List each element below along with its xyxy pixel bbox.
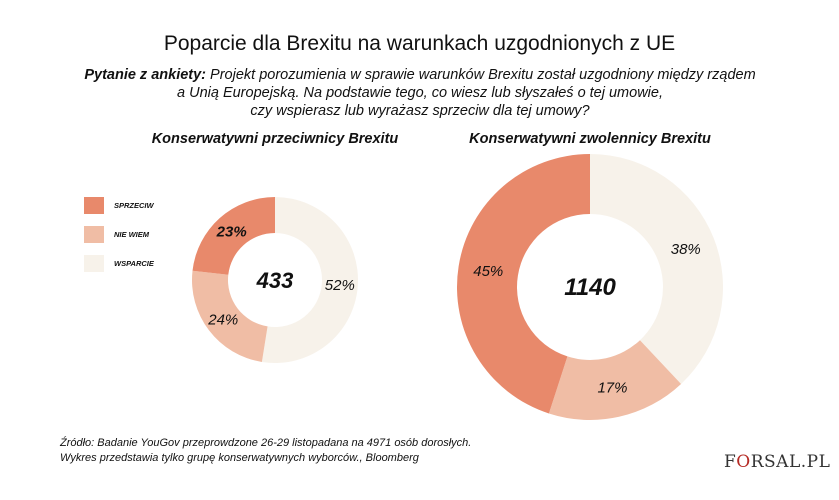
source-note: Źródło: Badanie YouGov przeprowdzone 26-… — [60, 436, 471, 466]
slice-label: 17% — [597, 380, 627, 397]
legend-label: SPRZECIW — [114, 201, 154, 210]
slice-label: 45% — [473, 263, 503, 280]
legend-label: WSPARCIE — [114, 259, 154, 268]
legend: SPRZECIW NIE WIEM WSPARCIE — [84, 193, 154, 280]
slice-label: 24% — [207, 311, 238, 328]
legend-item-sprzeciw: SPRZECIW — [84, 193, 154, 218]
legend-item-nie-wiem: NIE WIEM — [84, 222, 154, 247]
slice-label: 38% — [671, 241, 701, 258]
legend-item-wsparcie: WSPARCIE — [84, 251, 154, 276]
forsal-logo: FORSAL.PL — [724, 452, 831, 472]
center-label: 433 — [256, 268, 294, 293]
question-label: Pytanie z ankiety: — [84, 67, 207, 83]
center-label: 1140 — [564, 274, 616, 301]
donut-slice-wsparcie — [590, 154, 724, 384]
legend-swatch — [84, 226, 104, 243]
donut-slice-wsparcie — [261, 197, 359, 363]
source-line-2: Wykres przedstawia tylko grupę konserwat… — [60, 452, 419, 464]
donut-slice-nie-wiem — [548, 340, 682, 420]
slice-label: 23% — [216, 224, 247, 241]
donut-slice-sprzeciw — [456, 154, 590, 414]
left-chart-title: Konserwatywni przeciwnicy Brexitu — [151, 131, 399, 147]
donut-slice-sprzeciw — [192, 197, 275, 275]
slice-label: 52% — [325, 277, 355, 294]
question-line-1: Projekt porozumienia w sprawie warunków … — [206, 67, 756, 83]
legend-swatch — [84, 255, 104, 272]
donut-slice-nie-wiem — [191, 270, 268, 362]
right-chart-title: Konserwatywni zwolennicy Brexitu — [469, 131, 711, 147]
survey-question: Pytanie z ankiety: Projekt porozumienia … — [80, 66, 760, 120]
question-line-2: a Unią Europejską. Na podstawie tego, co… — [177, 85, 663, 101]
legend-swatch — [84, 197, 104, 214]
question-line-3: czy wspierasz lub wyrażasz sprzeciw dla … — [250, 103, 590, 119]
legend-label: NIE WIEM — [114, 230, 149, 239]
chart-title: Poparcie dla Brexitu na warunkach uzgodn… — [163, 32, 676, 55]
source-line-1: Źródło: Badanie YouGov przeprowdzone 26-… — [60, 437, 472, 449]
